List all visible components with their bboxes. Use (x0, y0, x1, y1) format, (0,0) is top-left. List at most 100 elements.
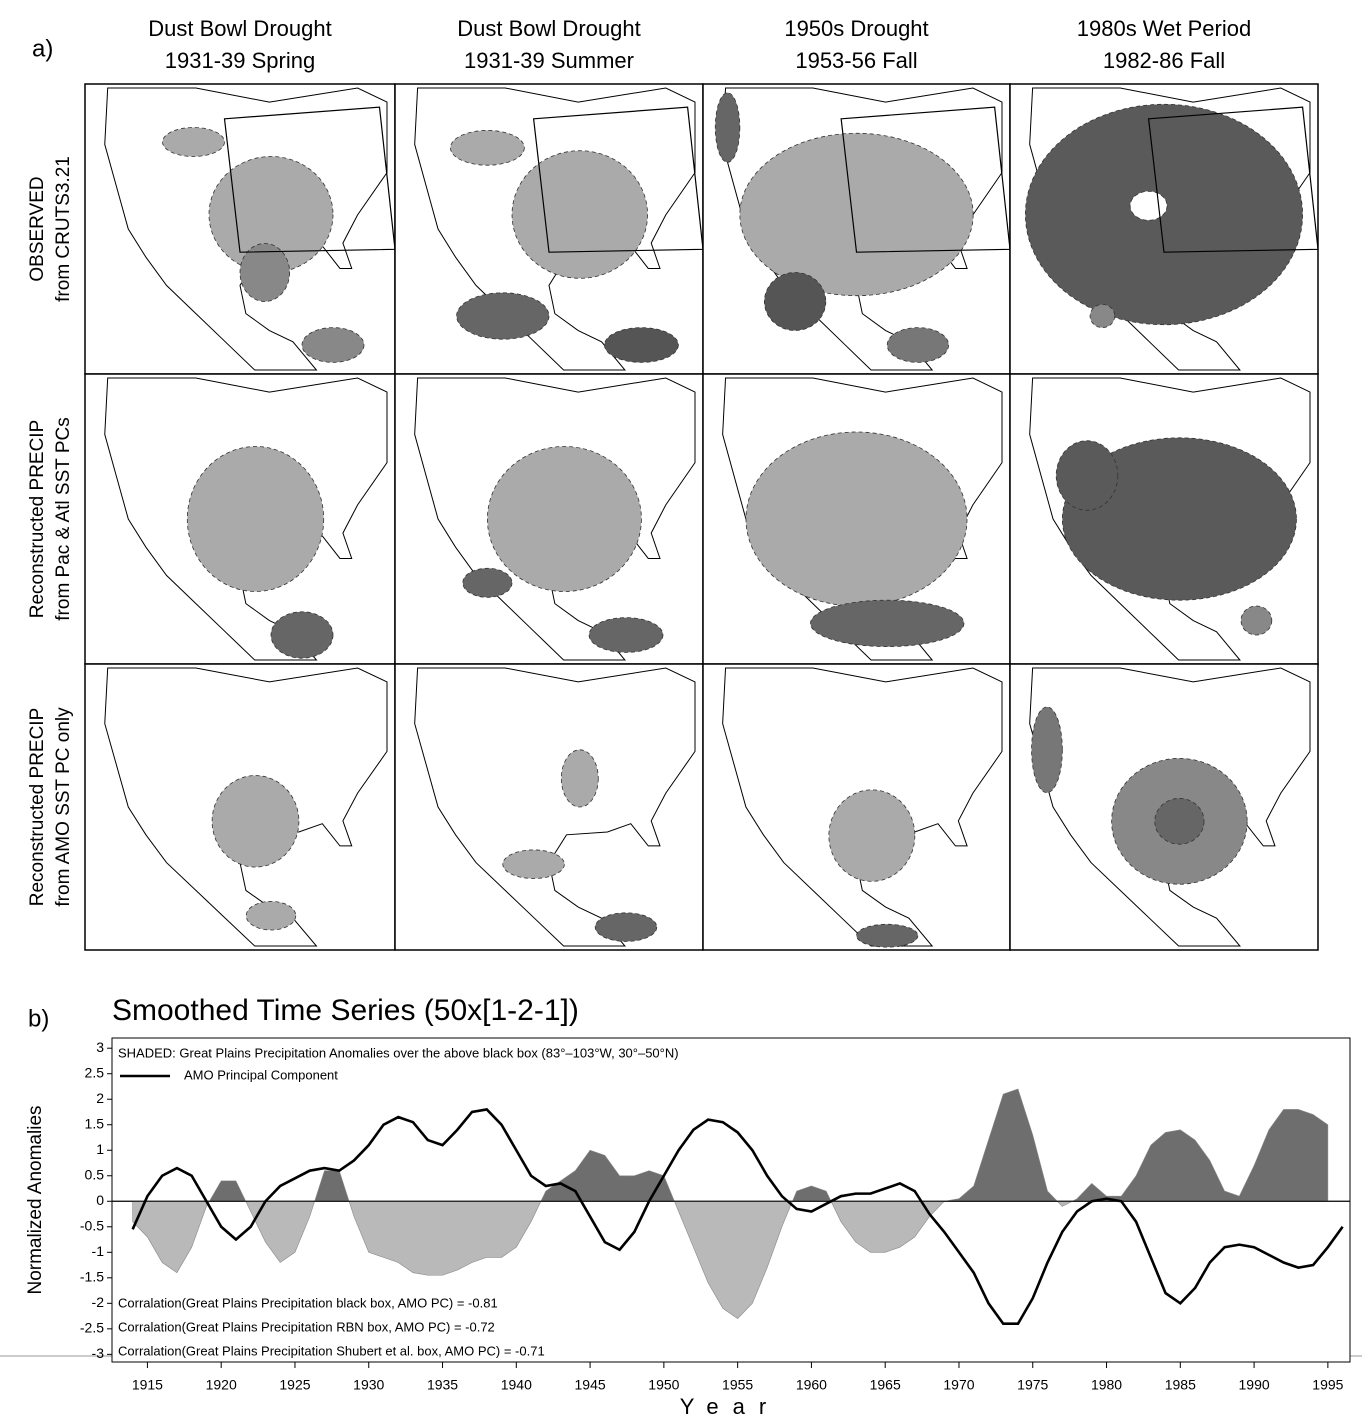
anomaly-shading (604, 327, 679, 363)
anomaly-shading (714, 92, 741, 163)
y-tick-label: 2 (96, 1090, 104, 1106)
x-tick-label: 1950 (648, 1377, 679, 1393)
map-panel (702, 663, 1011, 951)
anomaly-shading (487, 446, 642, 592)
anomaly-shading (502, 849, 565, 879)
x-tick-label: 1960 (796, 1377, 827, 1393)
anomaly-shading (594, 912, 658, 942)
x-tick-label: 1995 (1312, 1377, 1343, 1393)
anomaly-shading (1089, 303, 1116, 328)
anomaly-shading (1240, 605, 1273, 636)
anomaly-shading (245, 900, 297, 931)
x-tick-label: 1955 (722, 1377, 753, 1393)
row-label: from AMO SST PC only (53, 707, 74, 907)
column-title: 1980s Wet Period (1077, 16, 1251, 41)
x-tick-label: 1990 (1239, 1377, 1270, 1393)
amo-line (131, 1108, 1344, 1326)
x-tick-label: 1970 (943, 1377, 974, 1393)
y-tick-label: 0 (96, 1192, 104, 1208)
anomaly-shading (186, 446, 325, 592)
map-panel (84, 373, 396, 665)
column-title: 1950s Drought (784, 16, 928, 41)
anomaly-shading (462, 567, 513, 598)
anomaly-shading (745, 431, 968, 607)
map-panel (1009, 83, 1319, 375)
anomaly-shading (1129, 190, 1168, 221)
map-panel (702, 373, 1011, 665)
y-tick-label: 1 (96, 1141, 104, 1157)
y-tick-label: -2 (92, 1294, 105, 1310)
annotation: Corralation(Great Plains Precipitation R… (118, 1319, 495, 1334)
column-title: 1982-86 Fall (1103, 48, 1225, 73)
y-tick-label: -1 (92, 1243, 105, 1259)
map-panel (394, 83, 704, 375)
row-label: from Pac & Atl SST PCs (53, 417, 74, 620)
anomaly-shading (162, 127, 225, 157)
row-label: Reconstructed PRECIP (27, 708, 48, 907)
panel-label: a) (32, 35, 53, 62)
y-tick-label: -1.5 (80, 1269, 104, 1285)
x-tick-label: 1915 (132, 1377, 163, 1393)
legend-label: SHADED: Great Plains Precipitation Anoma… (118, 1045, 679, 1060)
x-tick-label: 1975 (1017, 1377, 1048, 1393)
anomaly-shading (511, 150, 648, 279)
x-tick-label: 1965 (870, 1377, 901, 1393)
column-title: Dust Bowl Drought (457, 16, 640, 41)
y-tick-label: 2.5 (85, 1064, 105, 1080)
map-panel (1009, 373, 1319, 665)
anomaly-shading (886, 327, 950, 363)
anomaly-shading (239, 243, 290, 302)
anomaly-shading (1025, 103, 1304, 326)
row-label: Reconstructed PRECIP (27, 420, 48, 619)
region-box (1147, 106, 1319, 253)
anomaly-shading (450, 130, 525, 166)
y-tick-label: 1.5 (85, 1115, 105, 1131)
map-panel (394, 373, 704, 665)
anomaly-shading (560, 749, 599, 808)
column-title: 1931-39 Summer (464, 48, 634, 73)
x-tick-label: 1930 (353, 1377, 384, 1393)
panel-label: b) (28, 1005, 49, 1032)
map-panel (84, 663, 396, 951)
anomaly-shading (828, 789, 916, 882)
anomaly-shading (763, 272, 827, 331)
y-tick-label: 0.5 (85, 1166, 105, 1182)
anomaly-shading (1031, 706, 1063, 794)
y-tick-label: -2.5 (80, 1320, 104, 1336)
chart-title: Smoothed Time Series (50x[1-2-1]) (112, 994, 579, 1027)
column-title: 1953-56 Fall (795, 48, 917, 73)
anomaly-shading (810, 599, 965, 648)
x-tick-label: 1940 (501, 1377, 532, 1393)
x-tick-label: 1920 (206, 1377, 237, 1393)
y-tick-label: -3 (92, 1345, 105, 1361)
map-panel (702, 83, 1011, 375)
anomaly-shading (301, 327, 365, 363)
x-axis-label: Year (680, 1394, 780, 1419)
x-tick-label: 1925 (279, 1377, 310, 1393)
x-tick-label: 1985 (1165, 1377, 1196, 1393)
anomaly-shading (1154, 798, 1205, 845)
y-tick-label: -0.5 (80, 1217, 104, 1233)
anomaly-shading (270, 611, 334, 659)
annotation: Corralation(Great Plains Precipitation b… (118, 1295, 498, 1310)
column-title: Dust Bowl Drought (148, 16, 331, 41)
anomaly-shading (1055, 440, 1119, 511)
column-title: 1931-39 Spring (165, 48, 315, 73)
anomaly-shading (211, 775, 300, 868)
y-tick-label: 3 (96, 1039, 104, 1055)
row-label: from CRUTS3.21 (53, 156, 74, 302)
y-axis-label: Normalized Anomalies (25, 1105, 46, 1294)
anomaly-shading (1061, 437, 1297, 601)
x-tick-label: 1945 (575, 1377, 606, 1393)
map-panel (394, 663, 704, 951)
anomaly-shading (588, 617, 664, 653)
anomaly-shading (456, 292, 550, 340)
annotation: Corralation(Great Plains Precipitation S… (118, 1343, 545, 1358)
anomaly-shading (856, 923, 919, 948)
anomaly-shading (739, 132, 974, 297)
map-panel (1009, 663, 1319, 951)
x-tick-label: 1980 (1091, 1377, 1122, 1393)
legend-label: AMO Principal Component (184, 1067, 338, 1082)
